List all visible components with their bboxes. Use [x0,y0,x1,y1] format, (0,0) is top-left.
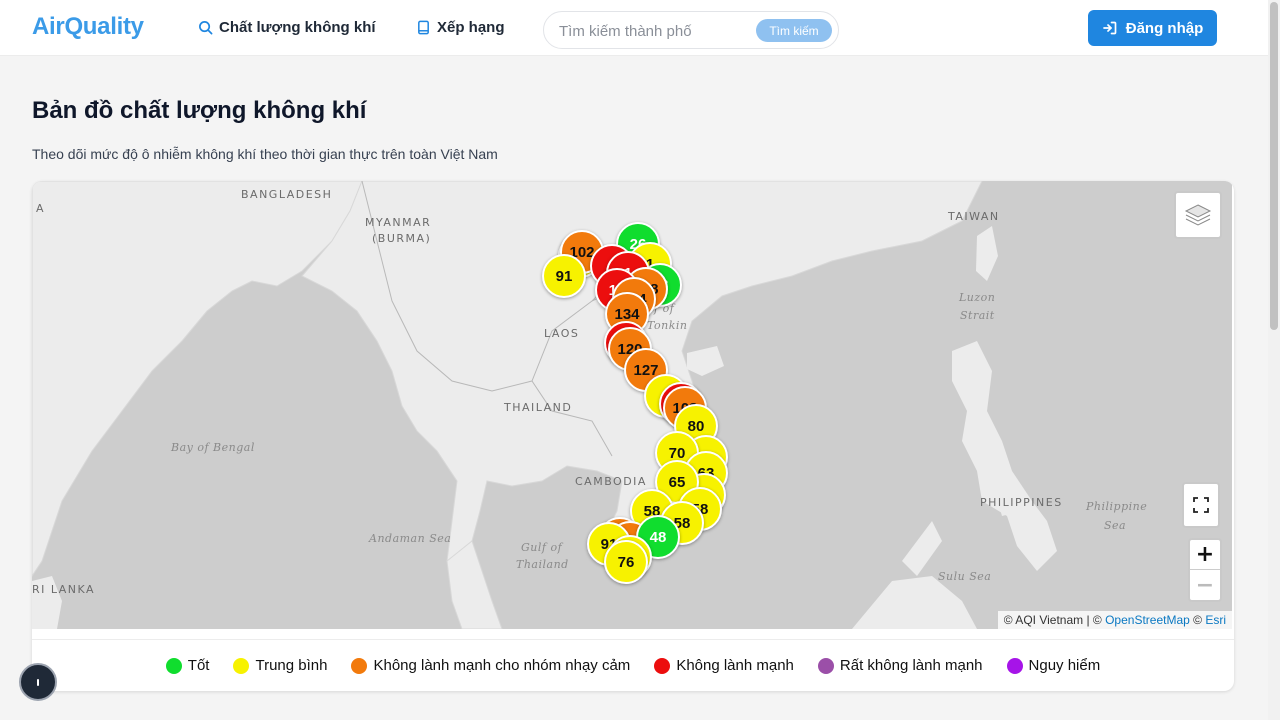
sea-label-luzon-2: Strait [960,309,995,322]
zoom-out-button[interactable]: − [1195,572,1215,598]
legend-dot [654,657,671,674]
legend-dot [233,657,250,674]
logo[interactable]: AirQuality [32,13,144,40]
top-header: AirQuality Chất lượng không khí Xếp hạng… [0,0,1268,56]
map-attribution: © AQI Vietnam | © OpenStreetMap © Esri [997,611,1232,629]
legend-dot [351,657,368,674]
legend-item-good: Tốt [165,657,210,674]
legend-dot [817,657,834,674]
zoom-control: + − [1188,538,1222,602]
sea-label-luzon-1: Luzon [959,291,996,304]
fab-icon [37,678,39,686]
legend-label: Không lành mạnh cho nhóm nhạy cảm [373,657,631,674]
login-button[interactable]: Đăng nhập [1088,10,1217,46]
map-label-philippines: PHILIPPINES [980,496,1063,509]
legend-label: Trung bình [255,657,328,674]
attribution-mid: © [1189,613,1206,627]
map-label-thailand: THAILAND [504,401,573,414]
legend-label: Không lành mạnh [676,657,794,674]
sea-label-gulf-thailand-2: Thailand [516,558,569,571]
map-label-taiwan: TAIWAN [948,210,1000,223]
fullscreen-button[interactable] [1182,482,1220,528]
zoom-in-button[interactable]: + [1190,540,1220,570]
legend-item-usg: Không lành mạnh cho nhóm nhạy cảm [351,657,630,674]
legend-item-moderate: Trung bình [233,657,327,674]
legend-dot [165,657,182,674]
legend-item-very-unhealthy: Rất không lành mạnh [817,657,983,674]
search-bar: Tìm kiếm [543,11,839,49]
map-label-burma: (BURMA) [372,232,432,245]
login-button-label: Đăng nhập [1125,19,1204,37]
page-subtitle: Theo dõi mức độ ô nhiễm không khí theo t… [32,146,498,162]
page-scrollbar[interactable] [1268,0,1280,720]
sea-label-sulu: Sulu Sea [938,570,992,583]
map-label-bangladesh: BANGLADESH [241,188,333,201]
sea-label-philippine-1: Philippine [1086,500,1148,513]
book-icon [418,20,429,35]
nav-ranking[interactable]: Xếp hạng [416,19,505,36]
legend-label: Nguy hiểm [1028,657,1101,674]
map-label-myanmar: MYANMAR [365,216,432,229]
layers-button[interactable] [1174,191,1222,239]
search-icon [199,21,213,35]
legend-item-unhealthy: Không lành mạnh [654,657,794,674]
esri-link[interactable]: Esri [1205,613,1226,627]
map-label-sri-lanka: RI LANKA [32,583,96,596]
map-label-cambodia: CAMBODIA [575,475,647,488]
openstreetmap-link[interactable]: OpenStreetMap [1105,613,1190,627]
fullscreen-icon [1193,497,1209,513]
aqi-legend: Tốt Trung bình Không lành mạnh cho nhóm … [32,639,1234,691]
layers-icon [1184,204,1212,226]
page-title: Bản đồ chất lượng không khí [32,97,367,124]
floating-action-button[interactable] [19,663,57,701]
scrollbar-thumb[interactable] [1270,2,1278,330]
search-button[interactable]: Tìm kiếm [756,19,832,42]
login-icon [1102,21,1117,35]
legend-label: Rất không lành mạnh [839,657,983,674]
city-search-input[interactable] [559,21,749,41]
sea-label-gulf-thailand-1: Gulf of [521,541,563,554]
nav-air-quality-label: Chất lượng không khí [219,19,376,36]
legend-dot [1006,657,1023,674]
map-label-laos: LAOS [544,327,580,340]
nav-air-quality[interactable]: Chất lượng không khí [198,19,376,36]
map-card: A BANGLADESH MYANMAR (BURMA) LAOS THAILA… [32,181,1234,691]
map-label-a: A [36,202,46,215]
sea-label-gulf-tonkin-2: Tonkin [647,319,688,332]
legend-label: Tốt [187,657,210,674]
nav-ranking-label: Xếp hạng [437,19,505,36]
legend-item-hazardous: Nguy hiểm [1006,657,1101,674]
sea-label-bay-of-bengal: Bay of Bengal [171,441,255,454]
air-quality-map[interactable]: A BANGLADESH MYANMAR (BURMA) LAOS THAILA… [32,181,1232,629]
sea-label-andaman: Andaman Sea [369,532,452,545]
aqi-marker[interactable]: 91 [542,254,586,298]
sea-label-philippine-2: Sea [1104,519,1127,532]
aqi-marker[interactable]: 76 [604,540,648,584]
attribution-prefix: © AQI Vietnam | © [1003,613,1106,627]
